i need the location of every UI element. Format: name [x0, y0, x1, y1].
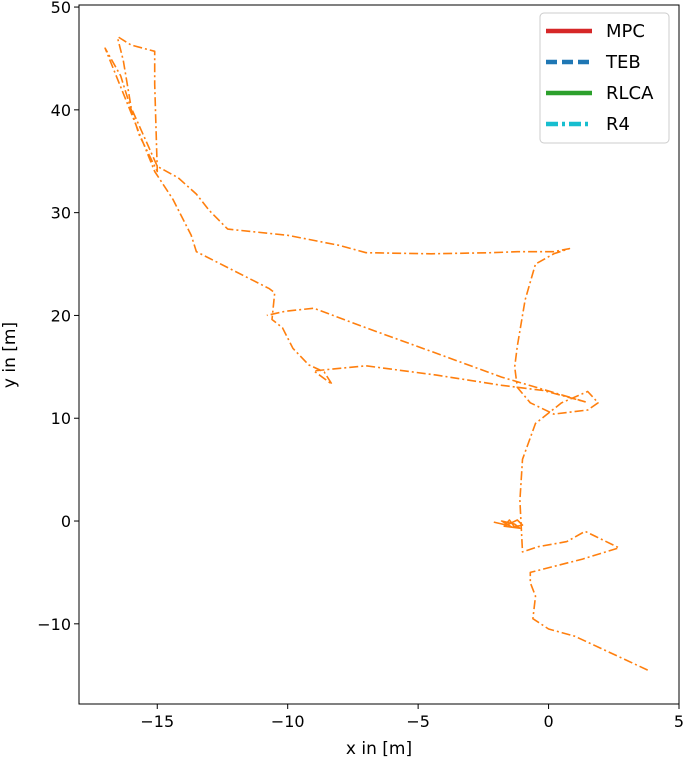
y-tick-label: 50 [51, 0, 71, 17]
legend-box [539, 12, 670, 144]
ticks-layer: −15 −10 −5 0 5 −10 0 10 20 30 40 50 [37, 0, 684, 731]
legend-label-teb: TEB [605, 52, 641, 73]
x-tick-label: −10 [271, 712, 305, 731]
y-tick-label: 30 [51, 204, 71, 223]
plot-frame [78, 4, 680, 705]
y-tick-label: −10 [37, 615, 71, 634]
y-tick-label: 0 [61, 512, 71, 531]
y-tick-label: 40 [51, 101, 71, 120]
legend-label-r4: R4 [606, 114, 630, 135]
x-tick-label: −5 [406, 712, 430, 731]
y-axis-label: y in [m] [0, 322, 20, 388]
x-axis-label: x in [m] [346, 739, 412, 759]
x-tick-label: −15 [140, 712, 174, 731]
x-tick-label: 0 [543, 712, 553, 731]
legend: MPC TEB RLCA R4 [539, 12, 670, 144]
y-tick-label: 20 [51, 306, 71, 325]
plot-area [104, 36, 649, 671]
legend-label-rlca: RLCA [606, 83, 654, 104]
legend-label-mpc: MPC [606, 21, 645, 42]
y-tick-label: 10 [51, 409, 71, 428]
series-layer [104, 36, 649, 671]
series-line-0 [104, 36, 649, 671]
x-tick-label: 5 [674, 712, 684, 731]
series-line-1 [493, 519, 524, 530]
